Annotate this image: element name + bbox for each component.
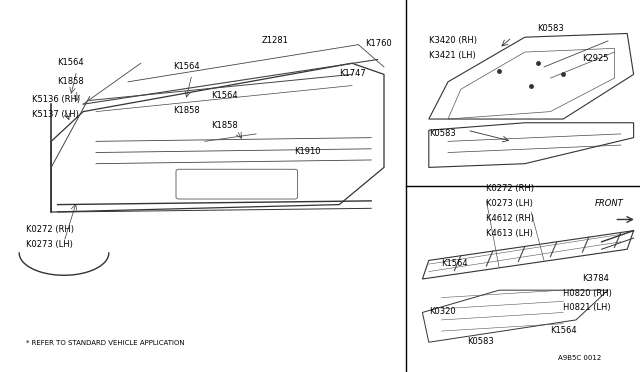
Text: K0583: K0583	[429, 129, 456, 138]
Text: K1910: K1910	[294, 147, 321, 156]
Text: K0320: K0320	[429, 307, 456, 316]
Text: K1564: K1564	[442, 259, 468, 268]
Text: K1760: K1760	[365, 39, 392, 48]
Text: K1858: K1858	[58, 77, 84, 86]
Text: K1858: K1858	[211, 121, 238, 130]
Text: K3420 (RH): K3420 (RH)	[429, 36, 477, 45]
Text: Z1281: Z1281	[262, 36, 289, 45]
Text: K1564: K1564	[211, 92, 238, 100]
Text: * REFER TO STANDARD VEHICLE APPLICATION: * REFER TO STANDARD VEHICLE APPLICATION	[26, 340, 184, 346]
Text: H0820 (RH): H0820 (RH)	[563, 289, 612, 298]
Text: K1564: K1564	[173, 62, 200, 71]
Text: K5136 (RH): K5136 (RH)	[32, 95, 80, 104]
Text: K5137 (LH): K5137 (LH)	[32, 110, 79, 119]
Text: K1858: K1858	[173, 106, 200, 115]
Text: FRONT: FRONT	[595, 199, 624, 208]
Text: K0272 (RH): K0272 (RH)	[26, 225, 74, 234]
Text: H0821 (LH): H0821 (LH)	[563, 304, 611, 312]
Text: K1564: K1564	[58, 58, 84, 67]
Text: K0583: K0583	[467, 337, 494, 346]
Text: K1564: K1564	[550, 326, 577, 335]
Text: K0273 (LH): K0273 (LH)	[26, 240, 72, 249]
Text: K3421 (LH): K3421 (LH)	[429, 51, 476, 60]
Text: K0583: K0583	[538, 25, 564, 33]
Text: K0273 (LH): K0273 (LH)	[486, 199, 533, 208]
Text: K3784: K3784	[582, 274, 609, 283]
Text: K2925: K2925	[582, 54, 609, 63]
Text: A9B5C 0012: A9B5C 0012	[558, 355, 602, 361]
Text: K4613 (LH): K4613 (LH)	[486, 229, 533, 238]
Text: K0272 (RH): K0272 (RH)	[486, 185, 534, 193]
Text: K1747: K1747	[339, 69, 366, 78]
Text: K4612 (RH): K4612 (RH)	[486, 214, 534, 223]
